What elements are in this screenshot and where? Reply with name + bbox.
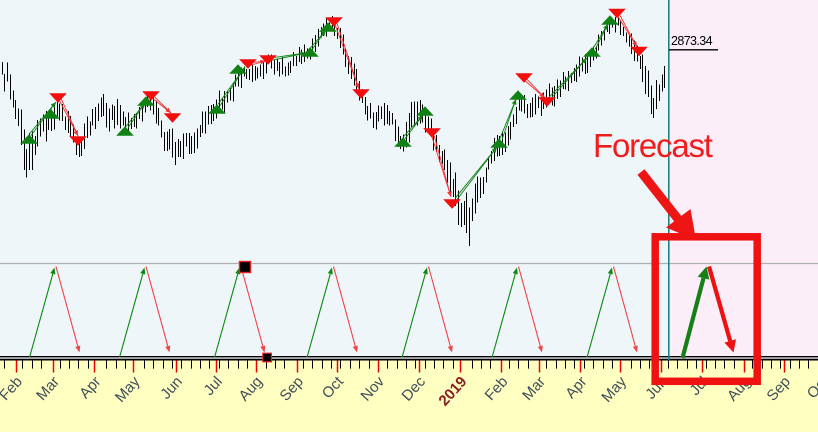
svg-text:2873.34: 2873.34 (671, 34, 713, 48)
svg-text:Forecast: Forecast (593, 127, 713, 164)
